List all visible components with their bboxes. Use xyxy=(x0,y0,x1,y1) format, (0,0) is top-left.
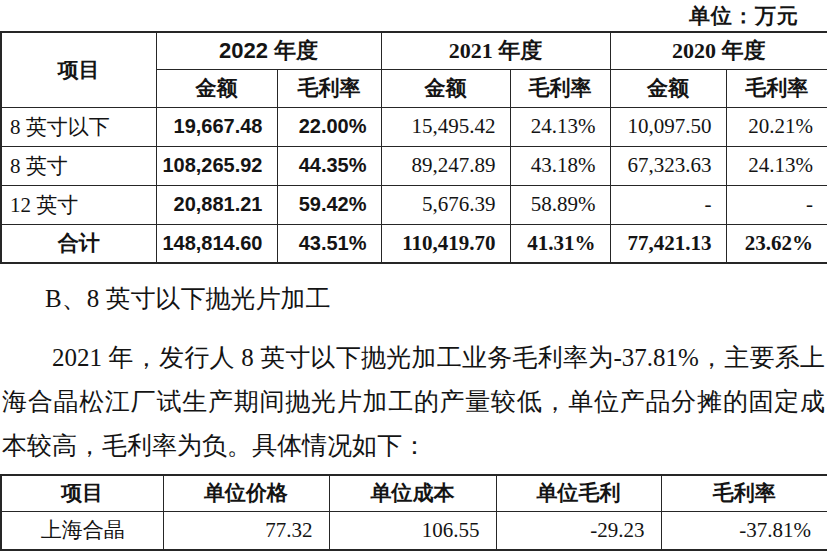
table-cell: 77.32 xyxy=(163,511,329,550)
row-label: 合计 xyxy=(1,224,156,263)
unit-label: 单位：万元 xyxy=(0,0,827,31)
unit-economics-table: 项目 单位价格 单位成本 单位毛利 毛利率 上海合晶 77.32 106.55 … xyxy=(0,474,827,551)
table-cell: - xyxy=(726,185,827,224)
table-cell: 89,247.89 xyxy=(381,146,510,185)
table-cell: 41.31% xyxy=(510,224,610,263)
table-cell: 24.13% xyxy=(726,146,827,185)
table-cell: - xyxy=(610,185,726,224)
table-cell: 19,667.48 xyxy=(156,107,277,146)
table-cell: 44.35% xyxy=(277,146,381,185)
table-cell: 43.18% xyxy=(510,146,610,185)
amount-header-2021: 金额 xyxy=(381,69,510,107)
margin-header-2021: 毛利率 xyxy=(510,69,610,107)
table-row: 上海合晶 77.32 106.55 -29.23 -37.81% xyxy=(1,511,827,550)
year-2021-header: 2021 年度 xyxy=(381,32,610,69)
table-cell: 148,814.60 xyxy=(156,224,277,263)
table-cell: 5,676.39 xyxy=(381,185,510,224)
table-header-row: 项目 单位价格 单位成本 单位毛利 毛利率 xyxy=(1,475,827,511)
row-label: 8 英寸 xyxy=(1,146,156,185)
table-cell: 59.42% xyxy=(277,185,381,224)
table-cell: 15,495.42 xyxy=(381,107,510,146)
item-column-header: 项目 xyxy=(1,32,156,107)
row-label: 上海合晶 xyxy=(1,511,163,550)
unit-price-header: 单位价格 xyxy=(163,475,329,511)
table-cell: -37.81% xyxy=(661,511,827,550)
year-2020-header: 2020 年度 xyxy=(610,32,827,69)
table-cell: 58.89% xyxy=(510,185,610,224)
table-cell: 110,419.70 xyxy=(381,224,510,263)
amount-header-2022: 金额 xyxy=(156,69,277,107)
body-paragraph: 2021 年，发行人 8 英寸以下抛光加工业务毛利率为-37.81%，主要系上海… xyxy=(0,336,827,468)
unit-cost-header: 单位成本 xyxy=(329,475,496,511)
row-label: 8 英寸以下 xyxy=(1,107,156,146)
year-2022-header: 2022 年度 xyxy=(156,32,381,69)
margin-header: 毛利率 xyxy=(661,475,827,511)
table-cell: 20,881.21 xyxy=(156,185,277,224)
table-cell: 43.51% xyxy=(277,224,381,263)
amount-header-2020: 金额 xyxy=(610,69,726,107)
table-row: 8 英寸 108,265.92 44.35% 89,247.89 43.18% … xyxy=(1,146,827,185)
table-cell: -29.23 xyxy=(496,511,661,550)
table-cell: 106.55 xyxy=(329,511,496,550)
unit-profit-header: 单位毛利 xyxy=(496,475,661,511)
margin-header-2022: 毛利率 xyxy=(277,69,381,107)
gross-margin-by-wafer-size-table: 项目 2022 年度 2021 年度 2020 年度 金额 毛利率 金额 毛利率… xyxy=(0,31,827,264)
table-cell: 67,323.63 xyxy=(610,146,726,185)
item-column-header: 项目 xyxy=(1,475,163,511)
table-row: 8 英寸以下 19,667.48 22.00% 15,495.42 24.13%… xyxy=(1,107,827,146)
table-cell: 24.13% xyxy=(510,107,610,146)
table-header-years-row: 项目 2022 年度 2021 年度 2020 年度 xyxy=(1,32,827,69)
table-cell: 23.62% xyxy=(726,224,827,263)
margin-header-2020: 毛利率 xyxy=(726,69,827,107)
table-total-row: 合计 148,814.60 43.51% 110,419.70 41.31% 7… xyxy=(1,224,827,263)
table-cell: 20.21% xyxy=(726,107,827,146)
section-heading: B、8 英寸以下抛光片加工 xyxy=(45,283,827,314)
table-cell: 10,097.50 xyxy=(610,107,726,146)
table-row: 12 英寸 20,881.21 59.42% 5,676.39 58.89% -… xyxy=(1,185,827,224)
table-cell: 77,421.13 xyxy=(610,224,726,263)
table-cell: 22.00% xyxy=(277,107,381,146)
table-cell: 108,265.92 xyxy=(156,146,277,185)
row-label: 12 英寸 xyxy=(1,185,156,224)
